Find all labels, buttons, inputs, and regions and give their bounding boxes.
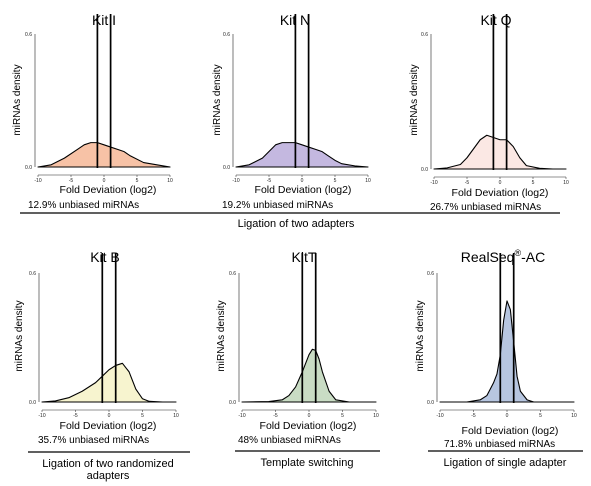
panel-kit-q: Kit Q miRNAs density 0.0 0.6 -10 -5 0 5 10 Fol… [409, 12, 569, 213]
x-axis-label: Fold Deviation (log2) [260, 420, 357, 432]
y-tick-label: 0.0 [223, 165, 230, 171]
x-tick-label: -5 [465, 180, 470, 186]
x-tick-label: 0 [506, 413, 509, 419]
y-tick-label: 0.6 [421, 32, 428, 38]
x-tick-label: 10 [571, 413, 577, 419]
x-tick-label: -10 [38, 413, 45, 419]
y-tick-label: 0.6 [25, 32, 32, 38]
density-area [433, 134, 567, 170]
x-tick-label: 10 [365, 178, 371, 184]
x-tick-label: 10 [173, 413, 179, 419]
panel-title: RealSeq®-AC [461, 248, 545, 265]
title-main: RealSeq [461, 249, 515, 265]
x-tick-label: 0 [108, 413, 111, 419]
x-tick-label: -10 [238, 413, 245, 419]
x-tick-label: -5 [69, 178, 74, 184]
title-superscript: ® [514, 248, 521, 258]
y-tick-label: 0.6 [427, 271, 434, 277]
panel-title: Kit Q [480, 12, 511, 28]
unbiased-caption: 19.2% unbiased miRNAs [222, 200, 333, 211]
panel-title: KitT [292, 249, 317, 265]
x-tick-label: -10 [436, 413, 443, 419]
group-label: Ligation of two randomized adapters [42, 458, 173, 482]
x-axis-label: Fold Deviation (log2) [60, 420, 157, 432]
y-tick-label: 0.0 [421, 167, 428, 173]
y-axis-label: miRNAs density [12, 64, 23, 135]
x-axis-label: Fold Deviation (log2) [452, 187, 549, 199]
plot-area: 0.0 0.6 -10 -5 0 5 10 [427, 253, 577, 419]
y-tick-label: 0.0 [29, 400, 36, 406]
panel-kit-t: KitT miRNAs density 0.0 0.6 -10 -5 0 5 10 Fold… [216, 249, 379, 446]
x-tick-label: -10 [232, 178, 239, 184]
x-tick-label: 10 [167, 178, 173, 184]
panel-kit-b: Kit B miRNAs density 0.0 0.6 -10 -5 0 5 10 Fol… [14, 249, 179, 446]
plot-area: 0.0 0.6 -10 -5 0 5 10 [421, 14, 569, 186]
y-tick-label: 0.6 [229, 271, 236, 277]
y-axis-label: miRNAs density [216, 300, 227, 371]
plot-area: 0.0 0.6 -10 -5 0 5 10 [25, 14, 173, 184]
plot-area: 0.0 0.6 -10 -5 0 5 10 [223, 14, 371, 184]
unbiased-caption: 71.8% unbiased miRNAs [444, 439, 555, 450]
x-tick-label: 10 [563, 180, 569, 186]
y-axis-label: miRNAs density [409, 64, 420, 135]
group-label-line: Ligation of two randomized [42, 458, 173, 470]
x-tick-label: -5 [267, 178, 272, 184]
title-suffix: -AC [521, 249, 545, 265]
density-area [241, 348, 377, 403]
x-tick-label: -5 [471, 413, 476, 419]
y-tick-label: 0.0 [427, 400, 434, 406]
x-tick-label: 0 [301, 178, 304, 184]
group-label: Template switching [261, 457, 354, 469]
density-area [439, 300, 575, 403]
y-tick-label: 0.0 [25, 165, 32, 171]
panel-kit-n: Kit N miRNAs density 0.00.6-10 -5 0 5 10 Fol… [212, 12, 371, 211]
panel-realseq-ac: RealSeq®-AC miRNAs density 0.0 0.6 -10 -5 0 5… [415, 248, 577, 450]
x-tick-label: 5 [334, 178, 337, 184]
x-tick-label: 0 [499, 180, 502, 186]
plot-area: 0.0 0.6 -10 -5 0 5 10 [229, 253, 379, 419]
x-tick-label: 10 [373, 413, 379, 419]
x-tick-label: 0 [103, 178, 106, 184]
unbiased-caption: 48% unbiased miRNAs [238, 435, 341, 446]
group-label: Ligation of two adapters [238, 218, 355, 230]
x-tick-label: -5 [73, 413, 78, 419]
x-tick-label: -10 [34, 178, 41, 184]
panel-title: Kit I [92, 12, 116, 28]
x-tick-label: 5 [141, 413, 144, 419]
y-axis-label: miRNAs density [212, 64, 223, 135]
panel-kit-i: Kit I miRNAs density 0.0 0.6 -10 -5 0 5 10 Fol… [12, 12, 173, 211]
density-area [235, 142, 369, 168]
unbiased-caption: 26.7% unbiased miRNAs [430, 202, 541, 213]
y-tick-label: 0.0 [229, 400, 236, 406]
plot-area: 0.0 0.6 -10 -5 0 5 10 [29, 253, 179, 419]
x-tick-label: -10 [430, 180, 437, 186]
density-area [37, 142, 171, 168]
x-tick-label: 0 [308, 413, 311, 419]
x-tick-label: 5 [136, 178, 139, 184]
x-tick-label: -5 [273, 413, 278, 419]
x-axis-label: Fold Deviation (log2) [462, 425, 559, 437]
x-tick-label: 5 [539, 413, 542, 419]
x-axis-label: Fold Deviation (log2) [255, 184, 352, 196]
group-label-line: adapters [87, 470, 130, 482]
y-axis-label: miRNAs density [415, 300, 426, 371]
y-tick-label: 0.6 [29, 271, 36, 277]
panel-title: Kit B [90, 249, 120, 265]
y-tick-label: 0.6 [223, 32, 230, 38]
unbiased-caption: 35.7% unbiased miRNAs [38, 435, 149, 446]
group-label: Ligation of single adapter [444, 457, 567, 469]
unbiased-caption: 12.9% unbiased miRNAs [28, 200, 139, 211]
x-tick-label: 5 [341, 413, 344, 419]
x-axis-label: Fold Deviation (log2) [60, 184, 157, 196]
y-axis-label: miRNAs density [14, 300, 25, 371]
x-tick-label: 5 [532, 180, 535, 186]
density-area [41, 362, 177, 403]
